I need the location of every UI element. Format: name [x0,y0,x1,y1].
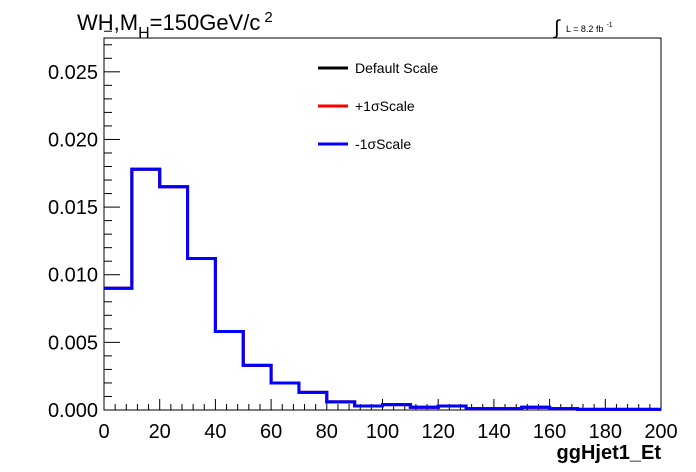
series-layer [104,167,661,411]
lumi-text: L = 8.2 fb [566,24,603,34]
x-tick-label: 60 [260,421,282,443]
title-middle: =150GeV/c [150,10,261,35]
y-tick-label: 0.025 [48,62,98,84]
x-axis: 0 20 40 60 80 100 120 140 160 180 200 [98,399,678,443]
series-line-2 [104,167,661,411]
x-tick-label: 140 [477,421,510,443]
x-tick-label: 20 [149,421,171,443]
x-tick-label: 100 [366,421,399,443]
x-tick-label: 160 [533,421,566,443]
x-tick-label: 80 [316,421,338,443]
legend-label: -1σScale [355,136,411,152]
x-tick-label: 120 [422,421,455,443]
y-tick-label: 0.005 [48,332,98,354]
y-tick-label: 0.000 [48,400,98,422]
legend-label: +1σScale [355,98,415,114]
x-axis-label: ggHjet1_Et [557,442,662,464]
x-tick-label: 0 [98,421,109,443]
title-subscript: H [138,25,150,42]
legend-label: Default Scale [355,60,438,76]
y-tick-label: 0.010 [48,265,98,287]
y-axis: 0.000 0.005 0.010 0.015 0.020 0.025 [48,30,120,422]
y-tick-label: 0.015 [48,197,98,219]
y-tick-label: 0.020 [48,129,98,151]
lumi-label: L = 8.2 fb -1 [566,22,613,34]
chart-title: WH,MH=150GeV/c 2 [77,9,273,42]
title-superscript: 2 [264,9,272,26]
x-tick-label: 40 [204,421,226,443]
legend: Default Scale +1σScale -1σScale [318,60,438,152]
x-tick-label: 180 [589,421,622,443]
x-tick-label: 200 [644,421,677,443]
lumi-exponent: -1 [606,22,612,29]
lumi-integral-icon: ∫ [553,17,561,39]
